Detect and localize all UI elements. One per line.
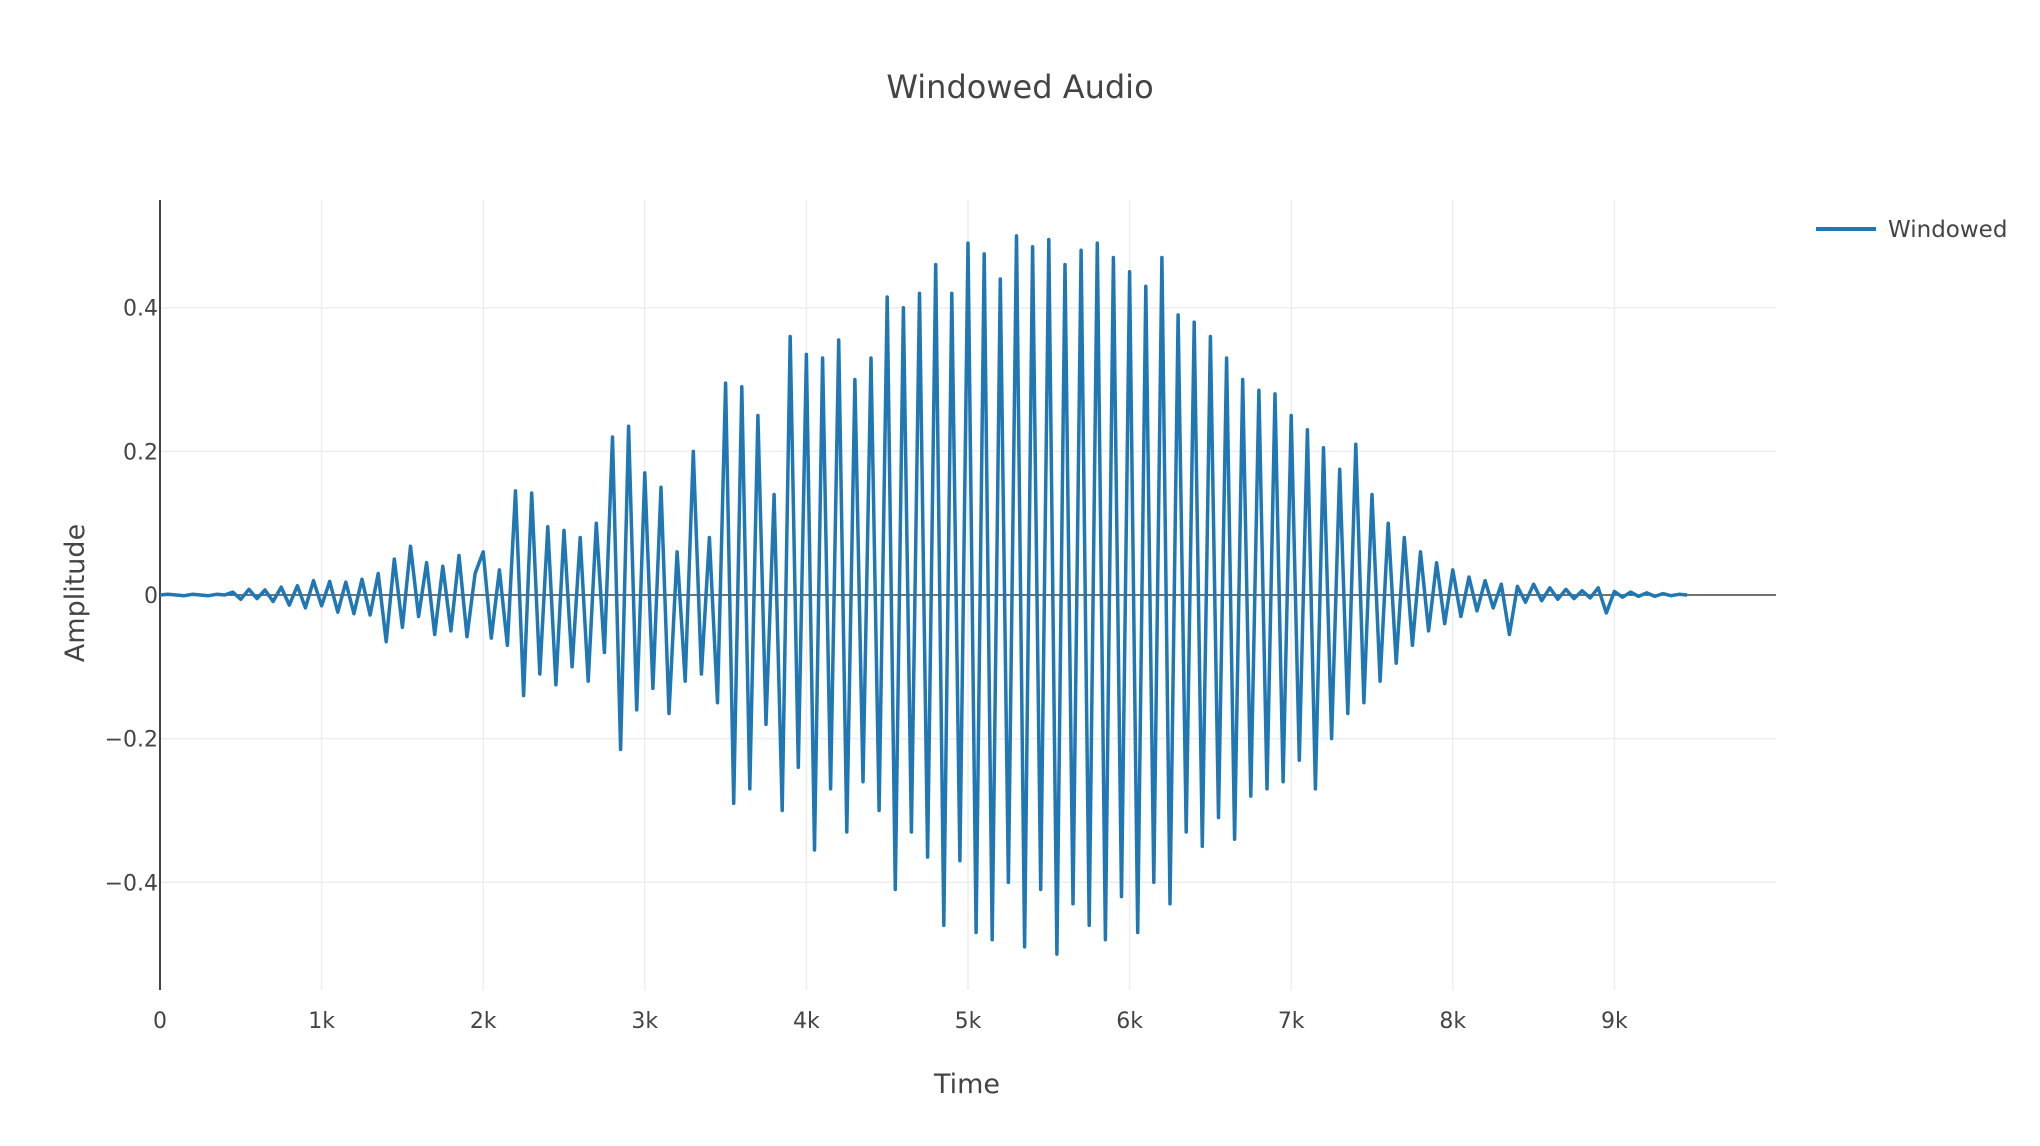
x-tick-label: 3k <box>631 1009 658 1034</box>
x-tick-label: 1k <box>308 1009 335 1034</box>
legend[interactable]: Windowed <box>1816 217 2007 243</box>
x-tick-label: 0 <box>153 1009 167 1034</box>
legend-label-windowed: Windowed <box>1888 217 2007 243</box>
y-tick-label: 0.4 <box>123 297 158 322</box>
x-tick-label: 9k <box>1601 1009 1628 1034</box>
series-layer <box>159 234 1688 956</box>
x-tick-label: 7k <box>1278 1009 1305 1034</box>
y-tick-label: 0 <box>144 584 158 609</box>
tick-layer: 0 1k 2k 3k 4k 5k 6k 7k 8k 9k −0.4 −0.2 0 0.2 0.4 <box>105 297 1628 1034</box>
x-tick-label: 8k <box>1439 1009 1466 1034</box>
y-tick-label: −0.4 <box>105 871 158 896</box>
chart-title: Windowed Audio <box>886 68 1153 106</box>
x-tick-label: 5k <box>955 1009 982 1034</box>
x-tick-label: 4k <box>793 1009 820 1034</box>
y-axis-title: Amplitude <box>60 524 91 662</box>
y-tick-label: −0.2 <box>105 728 158 753</box>
y-tick-label: 0.2 <box>123 440 158 465</box>
x-axis-title: Time <box>933 1069 1000 1100</box>
x-tick-label: 2k <box>470 1009 497 1034</box>
series-line-windowed <box>159 234 1688 956</box>
x-tick-label: 6k <box>1116 1009 1143 1034</box>
